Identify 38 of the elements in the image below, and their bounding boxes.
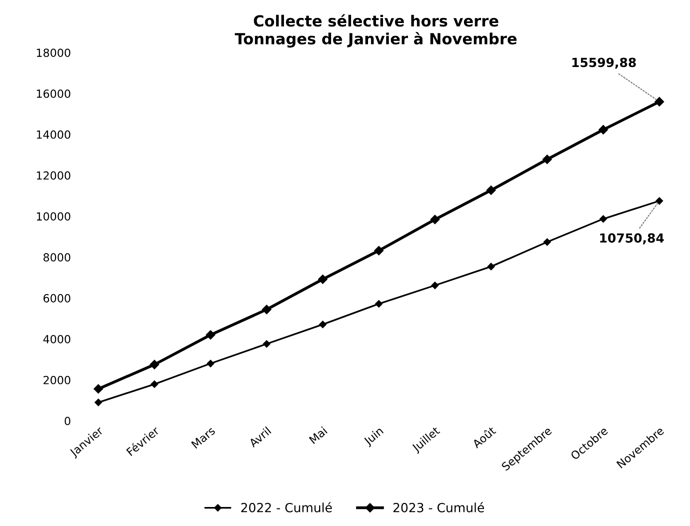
chart-title: Collecte sélective hors verre Tonnages de Janvier à Novembre bbox=[234, 14, 517, 48]
point bbox=[262, 304, 272, 314]
y-tick-label: 6000 bbox=[44, 294, 70, 302]
point bbox=[600, 215, 607, 223]
point bbox=[544, 238, 551, 246]
point bbox=[375, 300, 382, 308]
point bbox=[430, 214, 440, 224]
annotation: 10750,84 bbox=[600, 233, 664, 244]
point bbox=[487, 262, 495, 270]
point bbox=[206, 330, 216, 340]
point bbox=[206, 360, 214, 368]
point bbox=[654, 97, 664, 106]
point bbox=[542, 154, 552, 164]
legend-label: 2022 - Cumulé bbox=[241, 502, 332, 512]
point bbox=[94, 398, 102, 406]
point bbox=[656, 197, 664, 205]
point bbox=[150, 380, 158, 388]
y-tick-label: 2000 bbox=[44, 376, 70, 384]
point bbox=[486, 186, 496, 195]
annotation: 15599,88 bbox=[572, 58, 636, 69]
y-tick-label: 14000 bbox=[36, 130, 70, 139]
y-tick-label: 12000 bbox=[36, 171, 70, 180]
y-tick-label: 16000 bbox=[36, 89, 70, 98]
y-tick-label: 8000 bbox=[44, 253, 70, 262]
point bbox=[431, 282, 439, 290]
point bbox=[263, 340, 270, 348]
point bbox=[319, 320, 326, 328]
x-tick-label: Mai bbox=[308, 426, 328, 444]
y-tick-label: 10000 bbox=[36, 212, 70, 221]
y-tick-label: 4000 bbox=[43, 334, 70, 344]
y-tick-label: 18000 bbox=[36, 48, 70, 57]
point bbox=[374, 246, 384, 256]
point bbox=[318, 274, 328, 284]
y-tick-label: 0 bbox=[64, 416, 70, 426]
point bbox=[598, 125, 608, 134]
point bbox=[94, 384, 103, 394]
point bbox=[150, 360, 160, 370]
legend-label: 2023 - Cumulé bbox=[393, 502, 484, 512]
